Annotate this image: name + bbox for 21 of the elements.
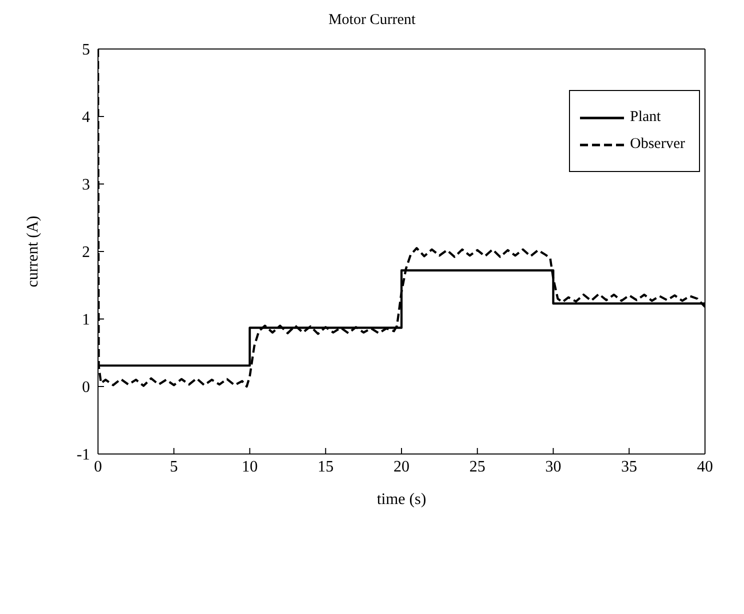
x-tick-label: 5 (170, 458, 178, 476)
x-tick-label: 15 (318, 458, 334, 476)
legend-label: Observer (630, 136, 685, 153)
y-tick-label: 2 (82, 244, 90, 262)
y-tick-label: 4 (82, 109, 90, 126)
legend-label: Plant (630, 109, 661, 126)
x-tick-label: 20 (394, 458, 410, 476)
y-tick-label: 0 (82, 379, 90, 396)
x-tick-label: 0 (94, 458, 102, 476)
x-tick-label: 40 (697, 458, 713, 476)
x-tick-label: 10 (242, 458, 258, 476)
y-tick-label: 1 (82, 312, 90, 329)
y-axis-title: current (A) (24, 216, 42, 288)
x-tick-label: 25 (469, 458, 486, 476)
y-tick-label: 3 (82, 176, 90, 194)
x-tick-label: 35 (621, 458, 638, 476)
y-tick-label: -1 (76, 446, 90, 464)
x-axis-title: time (s) (376, 491, 426, 508)
chart-title: Motor Current (327, 11, 417, 30)
x-tick-label: 30 (545, 458, 562, 476)
y-tick-label: 5 (82, 42, 90, 59)
